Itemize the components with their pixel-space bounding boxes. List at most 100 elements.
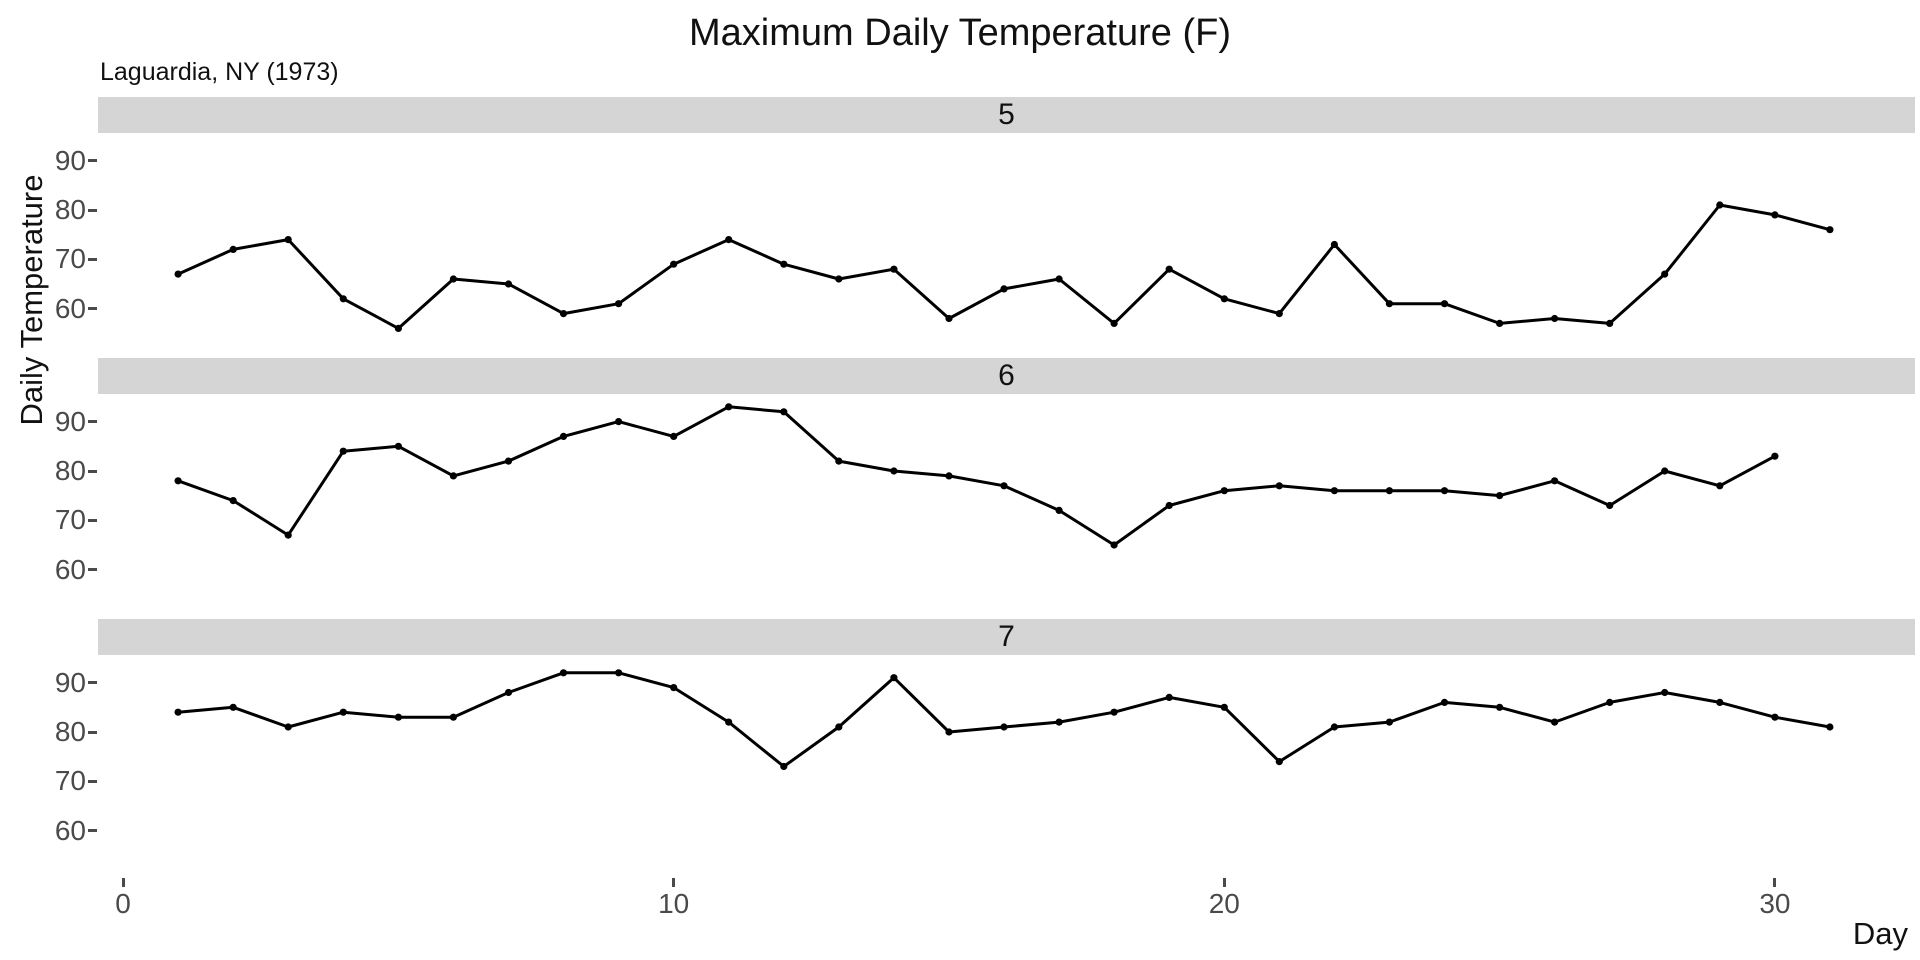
x-tick-mark	[1222, 878, 1226, 887]
data-point	[1330, 487, 1338, 495]
data-point	[174, 708, 182, 716]
data-point	[1551, 477, 1559, 485]
data-point	[174, 270, 182, 278]
data-point	[615, 669, 623, 677]
data-point	[1440, 300, 1449, 308]
x-tick-label: 0	[115, 888, 131, 919]
data-point	[1496, 492, 1504, 500]
data-point	[1496, 319, 1504, 327]
data-point	[1606, 319, 1614, 327]
y-tick-label: 80	[54, 455, 86, 486]
x-axis-title: Day	[1852, 916, 1908, 951]
x-tick-label: 30	[1759, 888, 1791, 919]
data-point	[1330, 240, 1338, 249]
data-point	[504, 280, 513, 288]
data-point	[725, 718, 733, 726]
data-point	[945, 314, 953, 323]
data-point	[1385, 718, 1393, 726]
data-point	[1110, 319, 1118, 327]
data-point	[1165, 501, 1173, 510]
data-point	[284, 723, 292, 731]
data-point	[1000, 723, 1008, 731]
data-point	[890, 467, 898, 475]
line-series	[176, 405, 1777, 547]
y-tick-mark	[88, 257, 97, 261]
data-point	[284, 236, 292, 244]
data-point	[1275, 310, 1283, 318]
x-tick-label: 10	[658, 888, 690, 919]
facet-panel-month-6	[174, 403, 1779, 549]
x-tick-label: 20	[1208, 888, 1240, 919]
data-point	[1716, 698, 1724, 706]
data-point	[670, 260, 678, 268]
data-point	[1000, 482, 1008, 490]
data-point	[615, 300, 623, 308]
data-point	[1330, 723, 1338, 731]
data-point	[1716, 482, 1724, 490]
data-point	[394, 442, 402, 450]
data-point	[1275, 482, 1283, 490]
data-point	[615, 418, 623, 426]
y-tick-mark	[88, 829, 97, 833]
data-point	[780, 408, 788, 416]
data-point	[725, 236, 733, 244]
data-point	[394, 324, 402, 332]
y-tick-mark	[88, 469, 97, 473]
data-point	[229, 245, 237, 253]
y-tick-mark	[88, 779, 97, 783]
y-tick-label: 70	[54, 504, 86, 536]
data-point	[229, 497, 237, 505]
data-point	[1000, 285, 1008, 293]
data-point	[670, 684, 678, 692]
data-point	[1220, 295, 1228, 303]
data-point	[1771, 713, 1779, 721]
y-tick-label: 60	[54, 553, 86, 585]
data-point	[1440, 698, 1449, 706]
data-point	[1771, 452, 1779, 460]
data-point	[1165, 265, 1173, 273]
y-tick-label: 60	[54, 814, 86, 846]
data-point	[945, 472, 953, 480]
data-point	[1826, 226, 1834, 234]
x-tick-mark	[121, 878, 125, 887]
data-point	[1551, 314, 1559, 323]
data-point	[1275, 758, 1283, 766]
y-tick-mark	[88, 159, 97, 163]
data-point	[1165, 693, 1173, 701]
data-point	[559, 669, 568, 677]
line-series	[176, 203, 1832, 330]
data-point	[339, 447, 347, 455]
data-point	[449, 275, 457, 283]
y-tick-mark	[88, 420, 97, 424]
data-point	[1496, 703, 1504, 711]
facet-strip-label: 7	[998, 620, 1015, 653]
data-point	[670, 432, 678, 440]
data-point	[1661, 270, 1669, 278]
y-tick-label: 70	[54, 243, 86, 275]
data-point	[1385, 487, 1393, 495]
data-point	[835, 457, 843, 465]
y-tick-mark	[88, 568, 97, 572]
y-tick-label: 90	[54, 144, 86, 176]
data-point	[1385, 300, 1393, 308]
data-point	[1661, 467, 1669, 475]
data-point	[174, 477, 182, 485]
data-point	[1110, 708, 1118, 716]
data-point	[449, 472, 457, 480]
y-tick-label: 60	[54, 292, 86, 324]
chart-subtitle: Laguardia, NY (1973)	[100, 58, 339, 86]
facet-strip: 6	[98, 358, 1915, 394]
data-point	[725, 403, 733, 411]
x-tick-mark	[672, 878, 676, 887]
y-tick-mark	[88, 208, 97, 212]
data-point	[284, 531, 292, 539]
data-point	[394, 713, 402, 721]
data-point	[1771, 211, 1779, 219]
data-point	[559, 432, 568, 440]
y-tick-label: 80	[54, 716, 86, 747]
facet-panel-month-5	[174, 201, 1834, 332]
y-tick-mark	[88, 518, 97, 522]
data-point	[1606, 501, 1614, 510]
y-tick-label: 90	[54, 666, 86, 698]
